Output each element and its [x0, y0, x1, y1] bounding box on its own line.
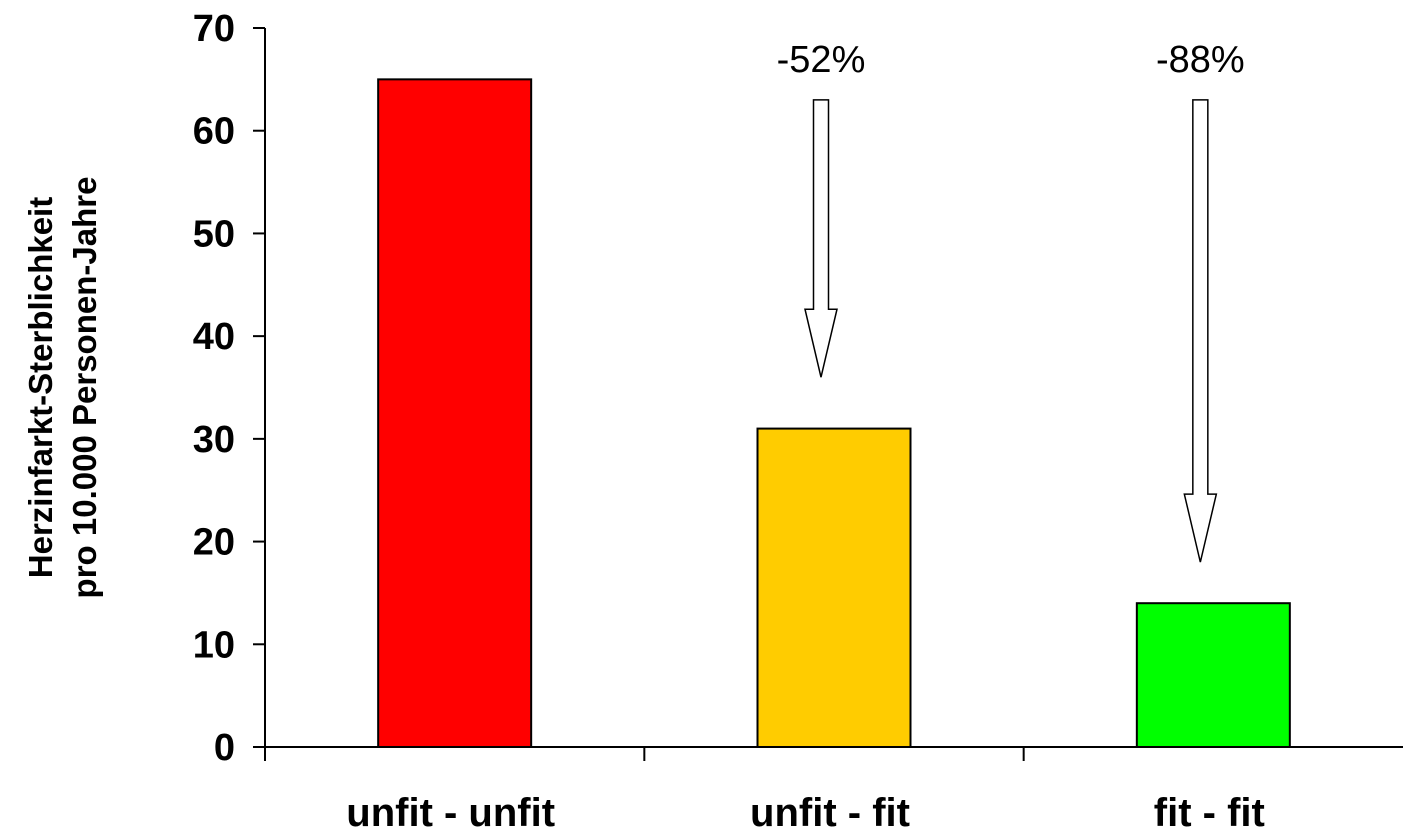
y-axis-title: Herzinfarkt-Sterblichkeit pro 10.000 Pers…: [22, 177, 103, 599]
y-tick-label: 0: [214, 727, 235, 769]
y-tick-label: 60: [193, 111, 235, 153]
bar: [377, 78, 533, 749]
y-tick-label: 30: [193, 419, 235, 461]
reduction-arrow: [1183, 99, 1218, 563]
y-tick-label: 50: [193, 213, 235, 255]
y-tick-label: 10: [193, 624, 235, 666]
axes: [253, 27, 1403, 761]
reduction-label: -88%: [1156, 39, 1245, 81]
y-tick-label: 20: [193, 522, 235, 564]
x-category-label: unfit - unfit: [346, 791, 555, 832]
bars: [377, 78, 1291, 749]
y-tick-labels: 0 10 20 30 40 50 60 70: [193, 8, 235, 769]
y-tick-label: 70: [193, 8, 235, 50]
y-axis-title-line: Herzinfarkt-Sterblichkeit: [22, 197, 59, 578]
y-axis-title-line: pro 10.000 Personen-Jahre: [66, 177, 103, 599]
x-category-label: fit - fit: [1154, 791, 1265, 832]
x-category-label: unfit - fit: [750, 791, 910, 832]
annotations: -52% -88%: [777, 39, 1245, 563]
reduction-arrow: [804, 99, 838, 378]
y-tick-label: 40: [193, 316, 235, 358]
bar: [756, 427, 912, 748]
reduction-label: -52%: [777, 39, 866, 81]
bar: [1135, 602, 1291, 749]
x-category-labels: unfit - unfit unfit - fit fit - fit: [346, 791, 1265, 832]
